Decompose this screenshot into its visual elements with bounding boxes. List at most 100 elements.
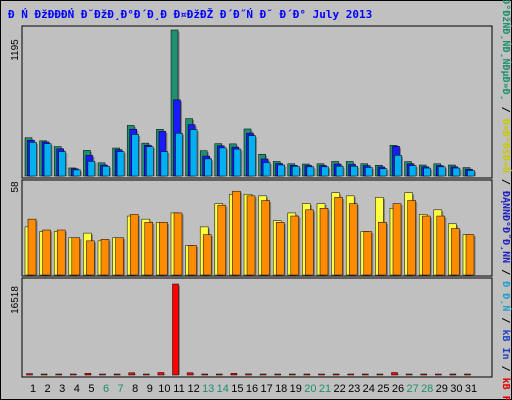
daily-requests-hits-bar: [408, 165, 417, 177]
day-label: 6: [103, 383, 109, 395]
daily-requests-hits-bar: [87, 161, 96, 177]
day-label: 24: [363, 383, 375, 395]
requests-bars: [24, 29, 476, 177]
daily-sites-sites-bar: [42, 229, 51, 276]
daily-requests-hits-bar: [423, 167, 431, 177]
daily-sites-sites-bar: [27, 218, 37, 276]
daily-requests-hits-bar: [262, 162, 271, 177]
legend-segment: /: [500, 173, 511, 191]
day-label: 28: [421, 383, 433, 395]
daily-kbytes-kbytes-bar: [289, 373, 296, 376]
day-label: 18: [275, 383, 287, 395]
daily-requests-hits-bar: [29, 142, 37, 177]
y-max-kbytes: 16518: [10, 286, 21, 314]
daily-sites-sites-bar: [378, 221, 387, 276]
daily-kbytes-kbytes-bar: [332, 373, 340, 376]
daily-sites-sites-bar: [71, 237, 81, 276]
daily-requests-hits-bar: [467, 170, 475, 177]
day-label: 26: [392, 383, 404, 395]
day-label: 31: [465, 383, 477, 395]
day-label: 12: [187, 383, 199, 395]
daily-kbytes-kbytes-bar: [186, 372, 194, 376]
daily-sites-sites-bar: [261, 200, 270, 276]
daily-kbytes-kbytes-bar: [405, 373, 413, 376]
daily-sites-sites-bar: [290, 215, 300, 276]
day-label: 7: [118, 383, 124, 395]
daily-requests-hits-bar: [175, 132, 183, 177]
day-label: 27: [406, 383, 418, 395]
daily-sites-sites-bar: [86, 240, 95, 276]
day-label: 20: [304, 383, 316, 395]
daily-sites-sites-bar: [159, 221, 168, 276]
daily-requests-hits-bar: [379, 168, 388, 177]
daily-kbytes-kbytes-bar: [157, 372, 165, 376]
daily-requests-hits-bar: [146, 146, 154, 177]
daily-sites-sites-bar: [348, 203, 358, 276]
y-max-sites: 58: [10, 181, 21, 193]
daily-kbytes-kbytes-bar: [347, 373, 354, 376]
chart-title: Đ Ń ĐžĐĐĐŃ Đ˘ĐžĐ¸Đ°Đ´Đ¸Đ Đ¤ĐžĐŽ Đ´Đ˝Ń Đ˘…: [8, 8, 372, 21]
daily-requests-hits-bar: [219, 147, 227, 177]
legend-segment: Đ Đ¸Ń: [500, 281, 512, 311]
daily-sites-sites-bar: [246, 195, 256, 276]
daily-kbytes-kbytes-bar: [40, 373, 48, 376]
sites-bars: [24, 190, 476, 276]
daily-kbytes-kbytes-bar: [259, 373, 267, 376]
daily-sites-sites-bar: [56, 229, 66, 276]
daily-sites-sites-bar: [465, 234, 475, 276]
day-label: 1: [30, 383, 36, 395]
daily-kbytes-kbytes-bar: [245, 373, 252, 376]
daily-sites-sites-bar: [319, 208, 329, 276]
day-label: 10: [158, 383, 170, 395]
daily-sites-sites-bar: [363, 231, 373, 276]
daily-requests-hits-bar: [438, 166, 446, 177]
day-label: 5: [88, 383, 94, 395]
daily-kbytes-kbytes-bar: [435, 373, 442, 376]
legend-segment: /: [500, 311, 511, 329]
daily-kbytes-kbytes-bar: [391, 372, 398, 376]
kbytes-bars: [26, 283, 471, 376]
daily-sites-sites-bar: [217, 204, 227, 276]
day-label: 17: [260, 383, 272, 395]
daily-requests-hits-bar: [116, 151, 125, 177]
daily-kbytes-kbytes-bar: [449, 373, 457, 376]
daily-requests-hits-bar: [189, 129, 198, 177]
daily-requests-hits-bar: [131, 134, 139, 177]
daily-kbytes-kbytes-bar: [55, 373, 62, 376]
daily-sites-sites-bar: [188, 245, 197, 276]
daily-kbytes-kbytes-bar: [274, 373, 281, 376]
daily-sites-sites-bar: [334, 197, 343, 276]
daily-sites-sites-bar: [232, 190, 241, 276]
daily-sites-sites-bar: [115, 237, 124, 276]
daily-kbytes-kbytes-bar: [303, 373, 311, 376]
daily-requests-hits-bar: [73, 169, 81, 177]
daily-requests-hits-bar: [204, 158, 212, 177]
daily-kbytes-kbytes-bar: [230, 373, 238, 376]
daily-sites-sites-bar: [202, 234, 212, 276]
day-labels: 1 2 3 4 5 6 7 8 9 10 11 12 13 14 15 16 17 18 19 20 21 22 23 24 2…: [30, 383, 477, 395]
daily-requests-hits-bar: [335, 165, 344, 177]
daily-kbytes-kbytes-bar: [318, 373, 325, 376]
legend-segment: Đ¤Đ°ĐšĐ»Ń: [500, 119, 512, 173]
daily-requests-hits-bar: [452, 167, 461, 177]
daily-sites-sites-bar: [173, 212, 183, 276]
daily-kbytes-kbytes-bar: [376, 373, 384, 376]
daily-requests-hits-bar: [365, 167, 373, 177]
daily-sites-sites-bar: [436, 215, 446, 276]
daily-kbytes-kbytes-bar: [362, 373, 369, 376]
day-label: 22: [333, 383, 345, 395]
daily-requests-hits-bar: [350, 165, 358, 177]
daily-kbytes-kbytes-bar: [201, 373, 208, 376]
panel-kbytes: [21, 277, 493, 378]
legend-segment: kB F: [500, 378, 511, 400]
legend-segment: ĐĄŃŃĐ°Đ˝Đ¸ŃŃ: [500, 191, 512, 263]
daily-kbytes-kbytes-bar: [420, 373, 427, 376]
daily-sites-sites-bar: [129, 214, 139, 276]
day-label: 8: [132, 383, 138, 395]
right-legend: Đ°ĐžŃĐ¸ŃĐ¸ŃĐµĐ»Đ¸ / Đ¤Đ°ĐšĐ»Ń / ĐĄŃŃĐ°Đ˝…: [500, 0, 512, 400]
legend-segment: /: [500, 101, 511, 119]
day-label: 14: [217, 383, 229, 395]
daily-requests-hits-bar: [248, 135, 256, 177]
daily-kbytes-kbytes-bar: [84, 373, 92, 376]
